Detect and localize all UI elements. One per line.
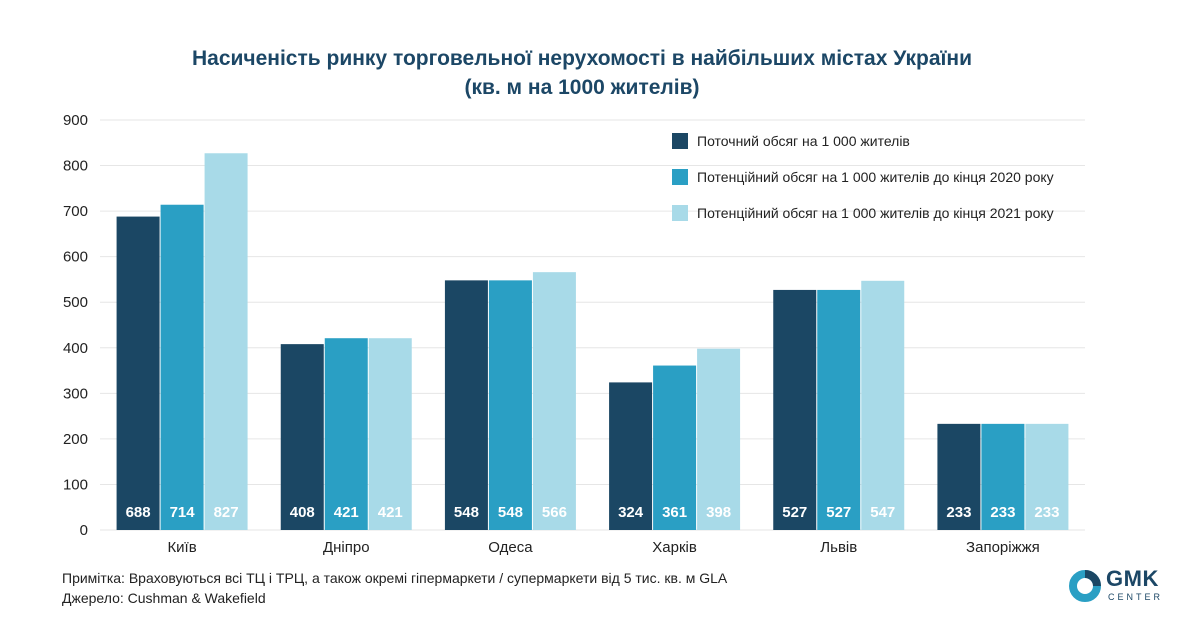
bar (532, 272, 576, 530)
bar-value-label: 398 (706, 504, 731, 521)
x-category-label: Дніпро (323, 539, 370, 556)
x-axis: Київ Дніпро Одеса Харків Львів Запоріжжя (167, 539, 1039, 556)
y-tick-label: 800 (63, 158, 88, 175)
y-tick-label: 700 (63, 203, 88, 220)
bar-value-label: 421 (378, 504, 403, 521)
logo-ring-icon (1069, 570, 1101, 602)
x-category-label: Харків (652, 539, 697, 556)
bar (280, 344, 324, 530)
bar (861, 280, 905, 530)
gridlines (100, 119, 1085, 531)
bar-value-label: 233 (946, 504, 971, 521)
bar (116, 216, 160, 531)
x-category-label: Запоріжжя (966, 539, 1040, 556)
legend-label: Потенційний обсяг на 1 000 жителів до кі… (697, 205, 1054, 221)
bar-value-label: 827 (214, 504, 239, 521)
bar (937, 423, 981, 530)
bar-value-label: 421 (334, 504, 359, 521)
bar (1025, 423, 1069, 530)
x-category-label: Київ (167, 539, 196, 556)
y-tick-label: 400 (63, 340, 88, 357)
legend-swatch (672, 133, 688, 149)
bar (160, 204, 204, 530)
bar (324, 338, 368, 530)
bar-value-label: 547 (870, 504, 895, 521)
bar (444, 280, 488, 530)
y-tick-label: 200 (63, 431, 88, 448)
y-tick-label: 300 (63, 385, 88, 402)
bar-value-label: 408 (290, 504, 315, 521)
chart-source: Джерело: Cushman & Wakefield (62, 590, 266, 606)
logo-name: GMK (1106, 566, 1159, 591)
x-category-label: Одеса (488, 539, 533, 556)
bar (609, 382, 653, 530)
bar-value-label: 688 (126, 504, 151, 521)
bar (653, 365, 697, 530)
x-category-label: Львів (820, 539, 857, 556)
bar (368, 338, 412, 530)
bar-value-label: 233 (1034, 504, 1059, 521)
bar-value-label: 714 (170, 504, 196, 521)
bar-value-label: 527 (826, 504, 851, 521)
gmk-center-logo: GMK CENTER (1068, 565, 1178, 609)
legend-label: Поточний обсяг на 1 000 жителів (697, 133, 910, 149)
bar-value-label: 324 (618, 504, 644, 521)
bar (981, 423, 1025, 530)
bar-value-label: 527 (782, 504, 807, 521)
bar-value-label: 361 (662, 504, 687, 521)
y-tick-label: 100 (63, 476, 88, 493)
bar-value-label: 566 (542, 504, 567, 521)
bars: 688 714 827 408 421 421 548 548 566 324 361 398 527 5… (116, 153, 1069, 531)
y-tick-label: 600 (63, 249, 88, 266)
chart-note: Примітка: Враховуються всі ТЦ і ТРЦ, а т… (62, 570, 728, 586)
bar-value-label: 548 (498, 504, 523, 521)
bar (697, 348, 741, 530)
bar (817, 289, 861, 530)
bar-value-label: 233 (990, 504, 1015, 521)
chart-title: Насиченість ринку торговельної нерухомос… (192, 47, 972, 70)
bar-value-label: 548 (454, 504, 479, 521)
y-tick-label: 0 (80, 522, 88, 539)
bar (773, 289, 817, 530)
legend-label: Потенційний обсяг на 1 000 жителів до кі… (697, 169, 1054, 185)
legend-swatch (672, 169, 688, 185)
bar (488, 280, 532, 530)
y-axis: 0 100 200 300 400 500 600 700 800 900 (63, 112, 88, 539)
bar (204, 153, 248, 530)
logo-subtitle: CENTER (1108, 592, 1164, 602)
chart-subtitle: (кв. м на 1000 жителів) (464, 76, 699, 99)
y-tick-label: 500 (63, 294, 88, 311)
legend: Поточний обсяг на 1 000 жителів Потенційн… (672, 133, 1054, 221)
legend-swatch (672, 205, 688, 221)
y-tick-label: 900 (63, 112, 88, 129)
